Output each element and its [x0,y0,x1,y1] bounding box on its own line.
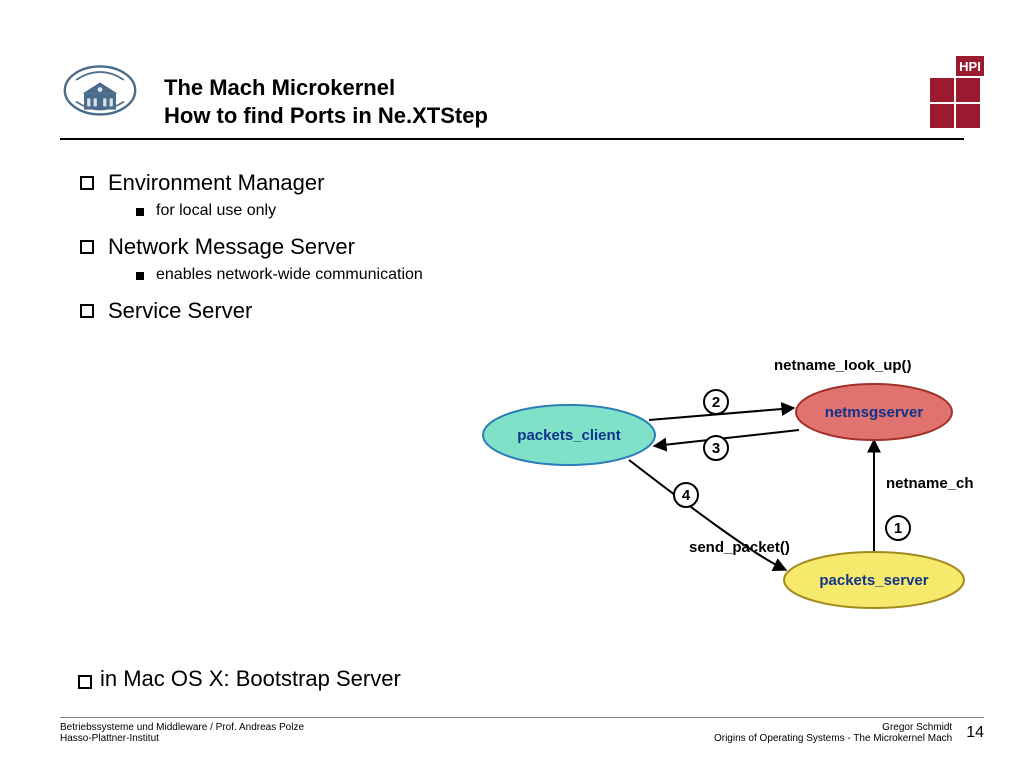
svg-text:packets_client: packets_client [517,427,620,444]
bullet-service-server: Service Server [80,298,964,324]
box-marker-icon [80,176,94,190]
title-line-2: How to find Ports in Ne.XTStep [164,102,906,130]
box-marker-icon [78,675,92,689]
footer-right: Gregor Schmidt Origins of Operating Syst… [714,722,984,744]
slide-title-block: The Mach Microkernel How to find Ports i… [164,60,906,129]
footer-institute: Hasso-Plattner-Institut [60,733,304,744]
footer-subtitle: Origins of Operating Systems - The Micro… [714,733,952,744]
svg-text:netname_check_in(): netname_check_in() [886,475,974,492]
svg-text:3: 3 [712,440,720,457]
title-line-1: The Mach Microkernel [164,74,906,102]
bullet-text: in Mac OS X: Bootstrap Server [100,666,401,692]
bullet-environment-manager: Environment Manager [80,170,964,196]
svg-text:netmsgserver: netmsgserver [825,404,924,421]
subbullet-local-use: for local use only [136,202,964,220]
header-divider [60,138,964,140]
slide-footer: Betriebssysteme und Middleware / Prof. A… [60,717,984,744]
svg-text:4: 4 [682,487,691,504]
bullet-text: Network Message Server [108,234,355,260]
subbullet-network-wide: enables network-wide communication [136,266,964,284]
ports-diagram: packets_client netmsgserver packets_server… [454,360,974,620]
box-marker-icon [80,304,94,318]
svg-text:netname_look_up(): netname_look_up() [774,360,912,374]
box-marker-icon [80,240,94,254]
footer-author: Gregor Schmidt [714,722,952,733]
square-marker-icon [136,208,144,216]
bullet-bootstrap-server: in Mac OS X: Bootstrap Server [78,666,401,692]
bullet-text: Environment Manager [108,170,324,196]
hpi-label: HPI [959,59,981,74]
subbullet-text: for local use only [156,202,276,220]
svg-text:send_packet(): send_packet() [689,539,790,556]
svg-text:1: 1 [894,520,902,537]
university-logo-icon [60,60,140,124]
svg-text:packets_server: packets_server [819,572,928,589]
footer-course: Betriebssysteme und Middleware / Prof. A… [60,722,304,733]
subbullet-text: enables network-wide communication [156,266,423,284]
page-number: 14 [966,724,984,742]
bullet-network-message-server: Network Message Server [80,234,964,260]
hpi-logo-icon: HPI [930,56,984,130]
svg-text:2: 2 [712,394,720,411]
square-marker-icon [136,272,144,280]
footer-left: Betriebssysteme und Middleware / Prof. A… [60,722,304,744]
content-area: Environment Manager for local use only N… [60,170,964,324]
bullet-text: Service Server [108,298,252,324]
